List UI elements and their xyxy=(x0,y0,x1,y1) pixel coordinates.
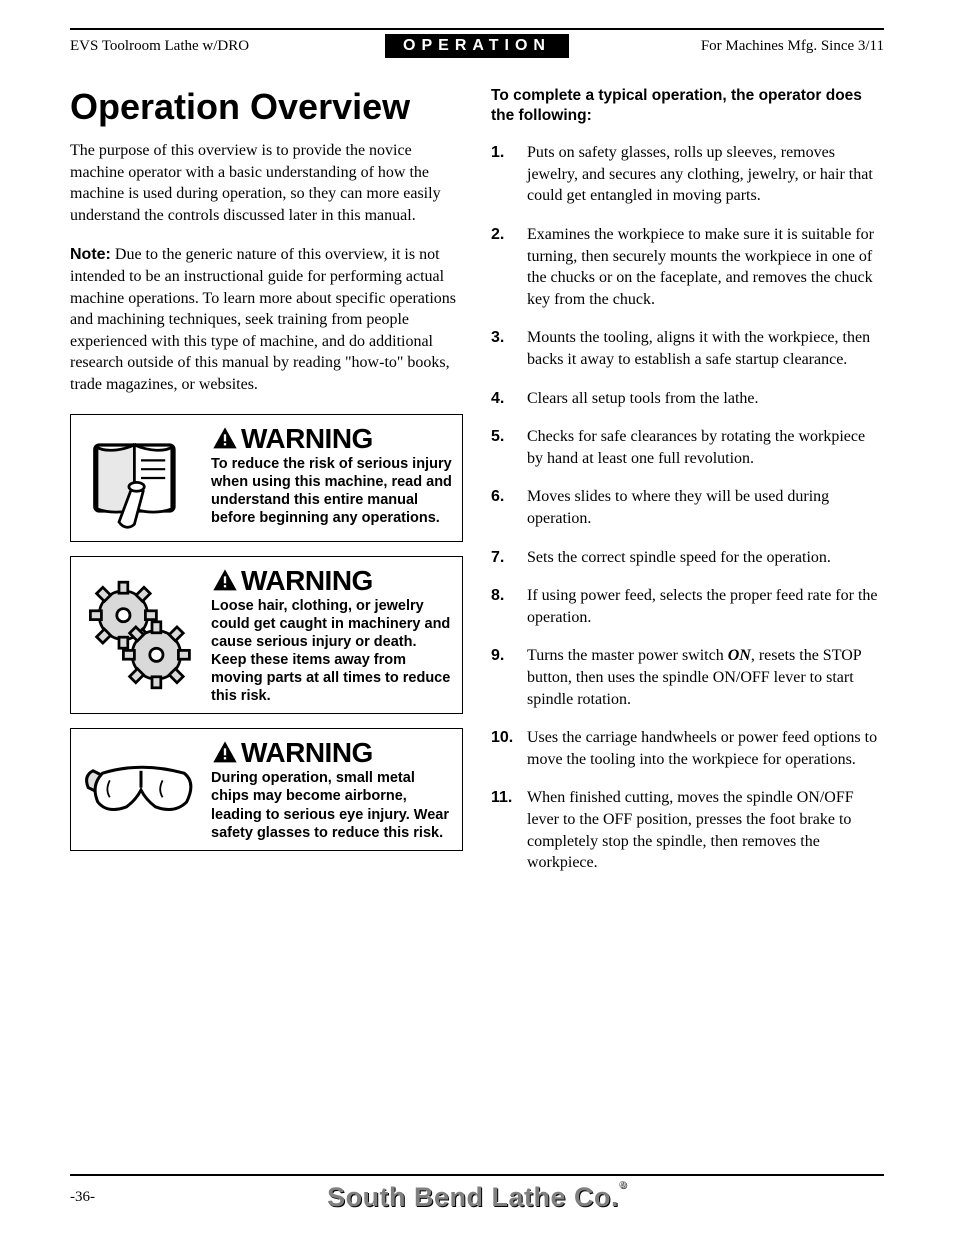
right-column: To complete a typical operation, the ope… xyxy=(491,86,884,891)
header-left: EVS Toolroom Lathe w/DRO xyxy=(70,38,385,55)
alert-triangle-icon xyxy=(211,567,239,595)
step-2: Examines the workpiece to make sure it i… xyxy=(491,224,884,310)
step-9: Turns the master power switch ON, resets… xyxy=(491,645,884,710)
step-8: If using power feed, selects the proper … xyxy=(491,585,884,628)
step-4: Clears all setup tools from the lathe. xyxy=(491,388,884,410)
header-right: For Machines Mfg. Since 3/11 xyxy=(569,38,884,55)
page-footer: -36- South Bend Lathe Co.® xyxy=(70,1174,884,1213)
warning-label-2: WARNING xyxy=(211,565,452,597)
note-paragraph: Note: Due to the generic nature of this … xyxy=(70,244,463,395)
warning-body-2: Loose hair, clothing, or jewelry could g… xyxy=(211,597,452,706)
alert-triangle-icon xyxy=(211,739,239,767)
page-header: EVS Toolroom Lathe w/DRO OPERATION For M… xyxy=(70,34,884,58)
left-column: Operation Overview The purpose of this o… xyxy=(70,86,463,891)
steps-intro: To complete a typical operation, the ope… xyxy=(491,86,884,126)
gears-icon xyxy=(71,557,211,714)
warning-text-2: WARNING Loose hair, clothing, or jewelry… xyxy=(211,557,462,714)
top-rule xyxy=(70,28,884,30)
step-7: Sets the correct spindle speed for the o… xyxy=(491,547,884,569)
safety-glasses-icon xyxy=(71,729,211,850)
warning-label-1: WARNING xyxy=(211,423,452,455)
warning-body-1: To reduce the risk of serious injury whe… xyxy=(211,455,452,528)
content-columns: Operation Overview The purpose of this o… xyxy=(70,86,884,891)
company-name: South Bend Lathe Co.® xyxy=(130,1182,824,1213)
warning-box-glasses: WARNING During operation, small metal ch… xyxy=(70,728,463,851)
page-title: Operation Overview xyxy=(70,86,463,128)
registered-mark: ® xyxy=(619,1180,627,1191)
manual-book-icon xyxy=(71,415,211,541)
step-11: When finished cutting, moves the spindle… xyxy=(491,787,884,873)
warning-box-manual: WARNING To reduce the risk of serious in… xyxy=(70,414,463,542)
header-center: OPERATION xyxy=(385,34,569,58)
step-6: Moves slides to where they will be used … xyxy=(491,486,884,529)
on-emphasis: ON xyxy=(728,647,751,664)
step-3: Mounts the tooling, aligns it with the w… xyxy=(491,327,884,370)
step-10: Uses the carriage handwheels or power fe… xyxy=(491,727,884,770)
footer-rule xyxy=(70,1174,884,1176)
page-number: -36- xyxy=(70,1189,130,1206)
step-5: Checks for safe clearances by rotating t… xyxy=(491,426,884,469)
note-body: Due to the generic nature of this overvi… xyxy=(70,246,456,393)
warning-body-3: During operation, small metal chips may … xyxy=(211,769,452,842)
warning-label-3: WARNING xyxy=(211,737,452,769)
steps-list: Puts on safety glasses, rolls up sleeves… xyxy=(491,142,884,873)
alert-triangle-icon xyxy=(211,425,239,453)
warning-box-gears: WARNING Loose hair, clothing, or jewelry… xyxy=(70,556,463,715)
intro-paragraph: The purpose of this overview is to provi… xyxy=(70,140,463,226)
note-lead: Note: xyxy=(70,246,111,263)
warning-text-1: WARNING To reduce the risk of serious in… xyxy=(211,415,462,541)
warning-text-3: WARNING During operation, small metal ch… xyxy=(211,729,462,850)
step-1: Puts on safety glasses, rolls up sleeves… xyxy=(491,142,884,207)
